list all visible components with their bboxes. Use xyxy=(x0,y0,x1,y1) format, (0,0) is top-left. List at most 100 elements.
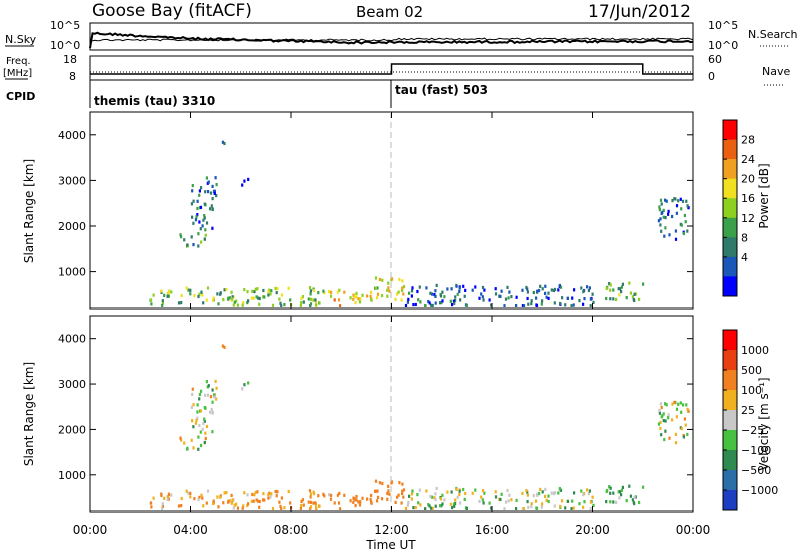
velocity-cell-69 xyxy=(152,496,155,500)
velocity-cell-9 xyxy=(312,501,315,505)
power-cell-335 xyxy=(203,202,206,206)
power-cell-428 xyxy=(660,202,663,206)
velocity-cell-195 xyxy=(580,489,583,493)
velocity-cell-352 xyxy=(209,410,212,414)
power-cell-178 xyxy=(570,304,573,308)
power-cell-395 xyxy=(671,214,674,219)
power-cell-164 xyxy=(401,286,404,290)
power-cell-100 xyxy=(267,293,270,297)
velocity-cell-108 xyxy=(318,504,321,508)
velocity-cell-202 xyxy=(430,506,433,510)
power-cell-140 xyxy=(381,278,384,282)
velocity-cell-319 xyxy=(192,425,195,429)
velocity-cell-127 xyxy=(355,498,358,502)
velocity-cell-237 xyxy=(454,502,457,506)
velocity-cell-428 xyxy=(660,405,663,410)
power-cell-105 xyxy=(254,287,257,291)
velocity-cell-343 xyxy=(212,393,216,397)
power-cell-183 xyxy=(521,288,524,292)
velocity-cell-359 xyxy=(207,384,210,388)
power-cell-171 xyxy=(582,290,585,294)
velocity-cell-266 xyxy=(571,499,574,503)
velocity-cell-86 xyxy=(200,493,203,497)
velocity-cell-83 xyxy=(247,502,250,506)
power-cell-419 xyxy=(674,229,677,233)
power-cell-126 xyxy=(352,297,355,301)
velocity-cell-85 xyxy=(193,497,196,501)
power-cell-62 xyxy=(201,293,204,297)
velocity-cell-180 xyxy=(578,502,581,506)
power-cell-165 xyxy=(374,286,377,290)
power-cell-213 xyxy=(482,298,485,302)
velocity-cell-419 xyxy=(674,432,677,436)
power-cbar-tick-label-4: 12 xyxy=(741,212,755,225)
velocity-cell-235 xyxy=(471,491,474,495)
velocity-cell-228 xyxy=(499,497,502,502)
power-cell-242 xyxy=(536,289,539,293)
power-cell-274 xyxy=(535,303,538,307)
power-cbar-swatch-2 xyxy=(723,159,737,180)
power-cell-400 xyxy=(659,223,662,227)
velocity-cell-405 xyxy=(662,419,665,423)
power-cell-431 xyxy=(658,205,661,209)
velocity-cell-240 xyxy=(532,494,535,498)
velocity-cell-344 xyxy=(213,395,216,399)
vel-cbar-swatch-8 xyxy=(723,490,737,511)
power-cell-70 xyxy=(279,301,282,305)
velocity-cell-429 xyxy=(680,426,683,431)
velocity-cell-37 xyxy=(283,506,286,510)
velocity-cell-101 xyxy=(197,498,200,502)
velocity-cell-119 xyxy=(361,496,364,500)
velocity-cell-55 xyxy=(236,506,239,510)
power-cell-317 xyxy=(199,227,202,231)
velocity-cell-163 xyxy=(376,489,379,493)
velocity-cell-254 xyxy=(452,502,455,506)
velocity-cell-125 xyxy=(343,493,346,497)
power-cbar-tick-label-5: 8 xyxy=(741,231,748,244)
power-cell-135 xyxy=(330,290,333,294)
velocity-cell-129 xyxy=(354,504,357,508)
velocity-cell-406 xyxy=(680,410,683,414)
velocity-cell-68 xyxy=(309,505,313,509)
power-cbar-tick-label-3: 16 xyxy=(741,192,755,205)
velocity-cell-434 xyxy=(221,344,224,348)
power-cell-384 xyxy=(638,297,641,301)
velocity-cell-31 xyxy=(275,494,278,498)
power-cell-47 xyxy=(161,301,165,305)
velocity-cell-304 xyxy=(190,438,193,442)
velocity-cell-20 xyxy=(310,500,313,504)
freq-tick-bottom: 8 xyxy=(69,70,76,83)
power-cell-199 xyxy=(439,294,443,298)
velocity-cell-141 xyxy=(374,479,378,483)
power-cell-160 xyxy=(390,277,394,281)
power-cell-90 xyxy=(314,298,317,302)
power-cell-426 xyxy=(667,212,670,216)
velocity-cell-113 xyxy=(185,489,188,493)
velocity-cell-147 xyxy=(381,497,384,501)
velocity-cell-316 xyxy=(191,387,194,391)
vel-cbar-swatch-0 xyxy=(723,330,737,351)
power-cell-167 xyxy=(414,302,417,307)
power-cell-432 xyxy=(684,220,687,224)
velocity-cell-348 xyxy=(191,392,194,396)
power-cell-156 xyxy=(402,285,406,289)
velocity-cell-381 xyxy=(612,500,615,504)
power-cell-50 xyxy=(263,295,266,299)
power-cell-41 xyxy=(167,292,170,296)
power-cell-210 xyxy=(530,302,533,306)
power-cell-293 xyxy=(455,284,458,288)
power-cell-271 xyxy=(515,304,518,308)
power-cbar-swatch-8 xyxy=(723,276,737,297)
power-cell-144 xyxy=(396,292,399,296)
velocity-cell-274 xyxy=(535,506,538,510)
velocity-cell-118 xyxy=(352,496,355,500)
power-cell-2 xyxy=(217,302,220,306)
velocity-cell-169 xyxy=(408,494,411,498)
power-cbar-tick-label-2: 20 xyxy=(741,173,755,186)
power-cell-119 xyxy=(361,293,364,297)
power-cell-82 xyxy=(300,296,303,300)
power-cell-137 xyxy=(369,294,372,298)
velocity-cell-255 xyxy=(456,495,459,499)
velocity-cell-323 xyxy=(196,416,199,420)
power-cell-222 xyxy=(541,299,544,303)
